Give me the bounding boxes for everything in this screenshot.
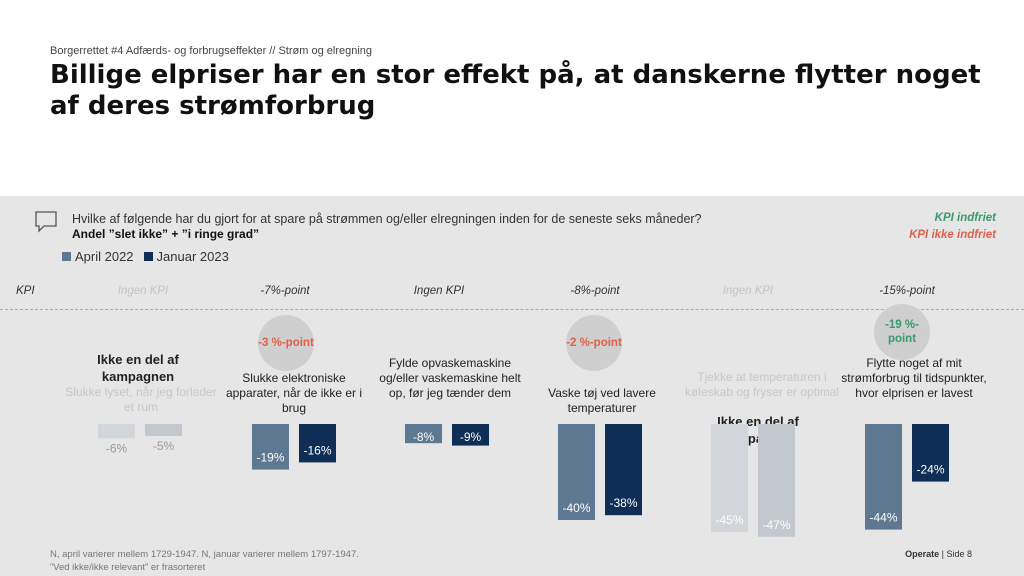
bar-value-label-6-januar: -24% bbox=[916, 463, 944, 477]
item-label-2: Slukke elektroniske apparater, når de ik… bbox=[225, 371, 363, 415]
kpi-not-met-legend: KPI ikke indfriet bbox=[909, 229, 996, 241]
bar-2-april bbox=[252, 424, 289, 470]
bar-value-label-1-januar: -5% bbox=[153, 439, 175, 453]
bar-1-april bbox=[98, 424, 135, 439]
bar-6-april bbox=[865, 424, 902, 530]
bar-2-januar bbox=[299, 424, 336, 463]
chart-panel bbox=[0, 196, 1024, 576]
kpi-result-badge-6: -19 %-point bbox=[874, 304, 930, 360]
legend-swatch-januar bbox=[143, 252, 153, 261]
legend: April 2022 Januar 2023 bbox=[62, 249, 229, 264]
item-label-3: Fylde opvaskemaskine og/eller vaskemaski… bbox=[379, 356, 521, 400]
kpi-target-3: Ingen KPI bbox=[413, 285, 465, 297]
bar-4-januar bbox=[605, 424, 642, 516]
bar-3-april bbox=[405, 424, 442, 444]
legend-label-april: April 2022 bbox=[75, 249, 134, 264]
bar-6-januar bbox=[912, 424, 949, 482]
legend-item-april: April 2022 bbox=[62, 249, 134, 264]
question-subtitle: Andel ”slet ikke” + ”i ringe grad” bbox=[72, 227, 260, 241]
bar-value-label-3-april: -8% bbox=[413, 430, 435, 444]
breadcrumb: Borgerrettet #4 Adfærds- og forbrugseffe… bbox=[50, 45, 373, 57]
kpi-target-1: Ingen KPI bbox=[117, 285, 169, 297]
kpi-result-badge-4: -2 %-point bbox=[566, 315, 622, 371]
legend-label-januar: Januar 2023 bbox=[156, 249, 229, 264]
legend-item-januar: Januar 2023 bbox=[143, 249, 229, 264]
kpi-target-6: -15%-point bbox=[879, 285, 935, 297]
kpi-target-2: -7%-point bbox=[260, 285, 310, 297]
bar-value-label-4-januar: -38% bbox=[609, 496, 637, 510]
page-title: Billige elpriser har en stor effekt på, … bbox=[50, 60, 981, 121]
kpi-target-5: Ingen KPI bbox=[722, 285, 774, 297]
bar-3-januar bbox=[452, 424, 489, 446]
bar-value-label-2-april: -19% bbox=[256, 451, 284, 465]
bar-1-januar bbox=[145, 424, 182, 436]
item-label-5: Tjekke at temperaturen i køleskab og fry… bbox=[684, 370, 840, 399]
footnote-sample-size: N, april varierer mellem 1729-1947. N, j… bbox=[50, 549, 359, 560]
kpi-met-legend: KPI indfriet bbox=[934, 212, 996, 224]
bar-5-januar bbox=[758, 424, 795, 537]
bar-value-label-2-januar: -16% bbox=[303, 443, 331, 457]
kpi-row-label: KPI bbox=[16, 285, 35, 297]
item-label-4: Vaske tøj ved lavere temperaturer bbox=[548, 386, 656, 415]
bar-value-label-5-april: -45% bbox=[715, 513, 743, 527]
footnote-filter: ”Ved ikke/ikke relevant” er frasorteret bbox=[50, 562, 206, 573]
speech-bubble-icon bbox=[35, 211, 57, 233]
page-number: Side 8 bbox=[946, 549, 972, 559]
kpi-divider bbox=[0, 309, 1024, 310]
footer-brand: Operate | Side 8 bbox=[905, 549, 972, 559]
question-text: Hvilke af følgende har du gjort for at s… bbox=[72, 212, 702, 226]
item-label-6: Flytte noget af mit strømforbrug til tid… bbox=[841, 356, 987, 400]
legend-swatch-april bbox=[62, 252, 71, 261]
bar-4-april bbox=[558, 424, 595, 520]
item-label-1: Slukke lyset, når jeg forlader et rum bbox=[65, 385, 217, 414]
footer-separator: | bbox=[941, 549, 944, 559]
bar-value-label-3-januar: -9% bbox=[460, 430, 482, 444]
bar-value-label-6-april: -44% bbox=[869, 511, 897, 525]
kpi-target-4: -8%-point bbox=[570, 285, 620, 297]
bar-value-label-1-april: -6% bbox=[106, 441, 128, 455]
kpi-result-badge-2: -3 %-point bbox=[258, 315, 314, 371]
bar-value-label-5-januar: -47% bbox=[762, 518, 790, 532]
campaign-note-1: Ikke en del af kampagnen bbox=[97, 352, 179, 384]
bar-5-april bbox=[711, 424, 748, 532]
bar-value-label-4-april: -40% bbox=[562, 501, 590, 515]
brand-name: Operate bbox=[905, 549, 940, 559]
